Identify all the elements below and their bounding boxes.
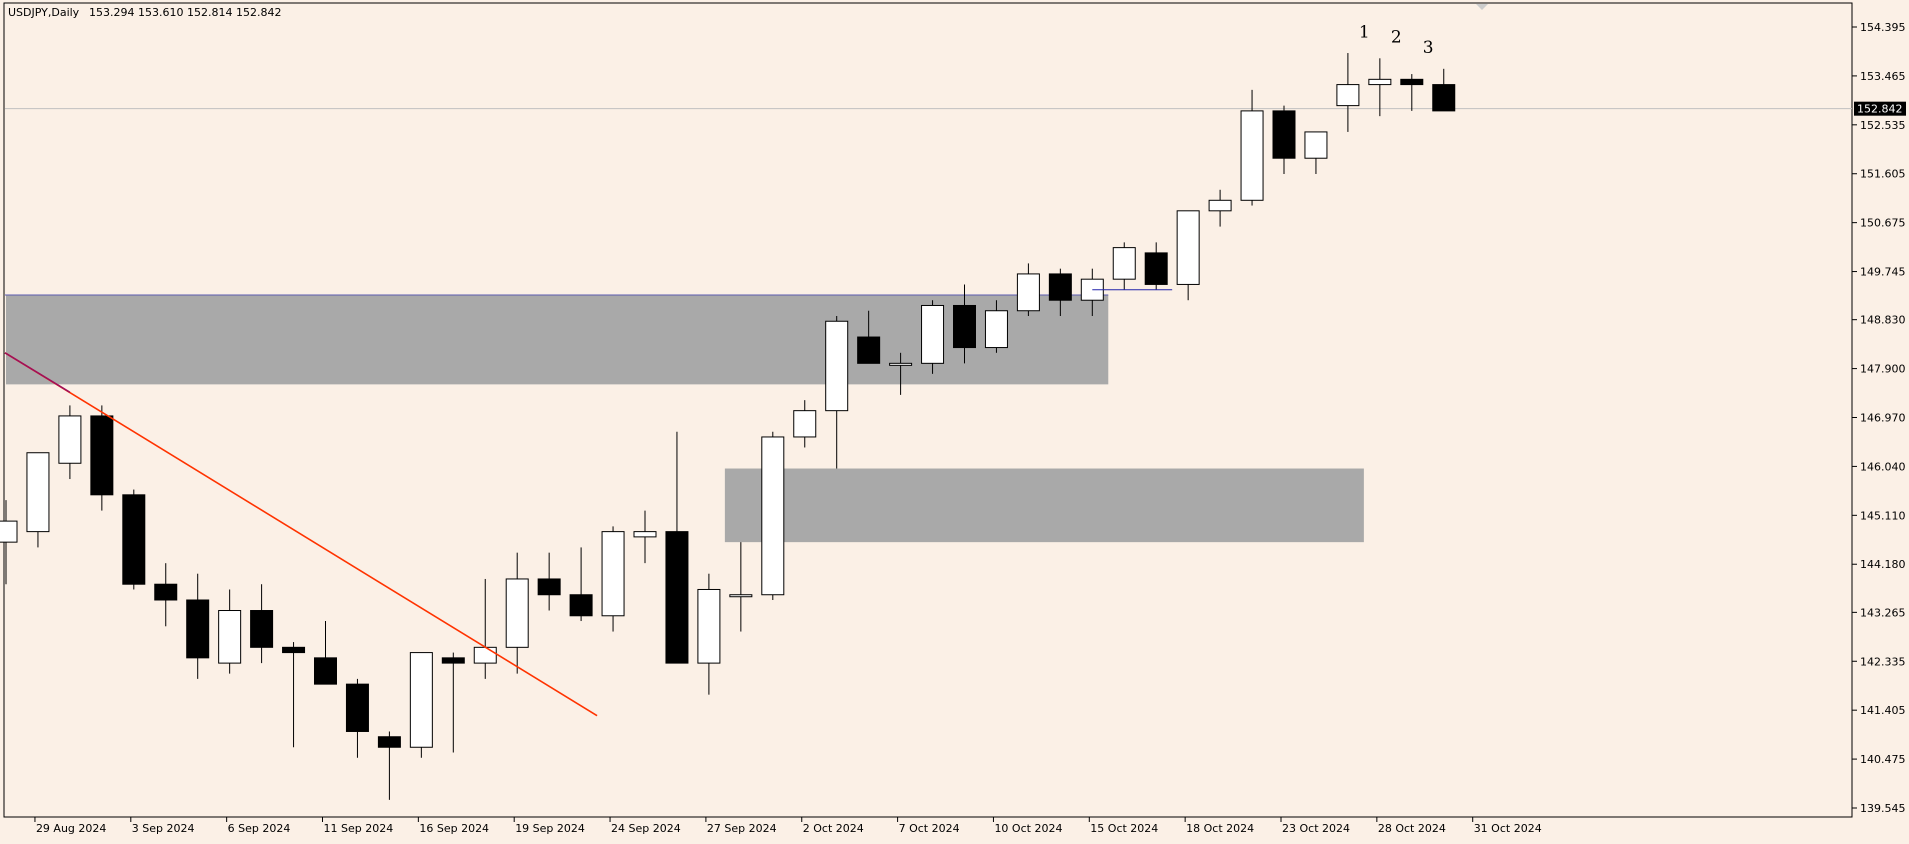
price-tick-label: 145.110 xyxy=(1860,509,1906,522)
price-tick-label: 143.265 xyxy=(1860,606,1906,619)
candle-body xyxy=(921,304,945,364)
price-axis: 154.395 153.465 152.535 151.605 150.675 149.7… xyxy=(5,21,1906,815)
candle-body xyxy=(1400,78,1424,86)
price-tick-label: 151.605 xyxy=(1860,168,1906,181)
price-tick-label: 150.675 xyxy=(1860,217,1906,230)
candle-body xyxy=(537,578,561,596)
candle-body xyxy=(1432,84,1456,112)
annotation-label: 1 xyxy=(1359,22,1370,42)
candle-body xyxy=(250,610,274,648)
date-tick-label: 16 Sep 2024 xyxy=(419,822,489,835)
date-tick-label: 23 Oct 2024 xyxy=(1282,822,1350,835)
candle-body xyxy=(409,652,433,748)
candle-body xyxy=(1336,84,1360,107)
candle-body xyxy=(825,320,849,412)
candle-body xyxy=(761,436,785,596)
candle-body xyxy=(1144,252,1168,285)
candle-body xyxy=(857,336,881,364)
candle-body xyxy=(218,610,242,664)
candle-body xyxy=(1048,273,1072,301)
date-tick-label: 29 Aug 2024 xyxy=(36,822,106,835)
date-tick-label: 19 Sep 2024 xyxy=(515,822,585,835)
annotation-label: 3 xyxy=(1423,38,1434,58)
price-tick-label: 139.545 xyxy=(1860,802,1906,815)
annotations: 1 2 3 xyxy=(1359,22,1434,58)
candle-body xyxy=(441,657,465,664)
candle-body xyxy=(186,599,210,659)
candle-body xyxy=(377,736,401,748)
chart-title: USDJPY,Daily xyxy=(8,6,80,19)
candle-body xyxy=(953,304,976,349)
date-tick-label: 18 Oct 2024 xyxy=(1186,822,1254,835)
price-tick-label: 153.465 xyxy=(1860,70,1906,83)
candle-body xyxy=(1272,110,1296,159)
candle-body xyxy=(154,583,178,601)
candle-body xyxy=(1176,210,1200,285)
date-tick-label: 28 Oct 2024 xyxy=(1378,822,1446,835)
candle-body xyxy=(1240,110,1264,201)
candle-body xyxy=(314,657,337,685)
candles xyxy=(0,53,1456,800)
candle-body xyxy=(473,646,497,664)
price-tick-label: 149.745 xyxy=(1860,266,1906,279)
date-tick-label: 6 Sep 2024 xyxy=(228,822,291,835)
date-tick-label: 31 Oct 2024 xyxy=(1474,822,1542,835)
scroll-marker-icon xyxy=(1476,4,1488,10)
price-tick-label: 144.180 xyxy=(1860,558,1906,571)
candle-body xyxy=(889,362,913,366)
candle-body xyxy=(601,531,625,617)
zone-1 xyxy=(724,468,1364,543)
candle-body xyxy=(697,588,721,664)
candle-body xyxy=(345,683,369,732)
candle-body xyxy=(729,594,753,598)
candle-body xyxy=(1112,247,1136,280)
date-tick-label: 7 Oct 2024 xyxy=(899,822,960,835)
candle-body xyxy=(282,646,306,654)
candle-body xyxy=(122,494,146,585)
date-tick-label: 11 Sep 2024 xyxy=(324,822,394,835)
date-tick-label: 10 Oct 2024 xyxy=(994,822,1062,835)
candle-body xyxy=(505,578,529,648)
candle-body xyxy=(0,520,18,543)
price-tick-label: 147.900 xyxy=(1860,363,1906,376)
date-axis: 29 Aug 2024 3 Sep 2024 6 Sep 2024 11 Sep 20… xyxy=(34,817,1542,835)
candle-body xyxy=(26,452,50,533)
price-tick-label: 152.535 xyxy=(1860,119,1906,132)
plot-area xyxy=(3,2,1853,818)
candle-body xyxy=(633,531,657,538)
candle-body xyxy=(90,415,114,496)
trendline-start xyxy=(4,352,71,393)
candle-body xyxy=(1016,273,1040,312)
price-tick-label: 146.040 xyxy=(1860,460,1906,473)
candle-body xyxy=(793,410,817,438)
candle-body xyxy=(665,531,689,664)
drawn-lines xyxy=(4,289,1173,717)
candle-body xyxy=(58,415,82,464)
candle-body xyxy=(569,594,593,617)
price-tick-label: 146.970 xyxy=(1860,412,1906,425)
date-tick-label: 24 Sep 2024 xyxy=(611,822,681,835)
ohlc-header: 153.294 153.610 152.814 152.842 xyxy=(89,6,281,19)
date-tick-label: 3 Sep 2024 xyxy=(132,822,195,835)
price-tick-label: 141.405 xyxy=(1860,704,1906,717)
candle-body xyxy=(1368,78,1392,86)
annotation-label: 2 xyxy=(1391,28,1402,48)
price-tick-label: 142.335 xyxy=(1860,655,1906,668)
trendline xyxy=(4,352,598,717)
candle-body xyxy=(1304,131,1328,159)
price-tick-label: 140.475 xyxy=(1860,753,1906,766)
price-tick-label: 148.830 xyxy=(1860,314,1906,327)
price-tick-label: 154.395 xyxy=(1860,21,1906,34)
candle-body xyxy=(984,310,1008,349)
candle-body xyxy=(1208,199,1232,212)
current-price-badge xyxy=(1854,101,1906,116)
date-tick-label: 15 Oct 2024 xyxy=(1090,822,1158,835)
date-tick-label: 2 Oct 2024 xyxy=(803,822,864,835)
current-price-label: 152.842 xyxy=(1857,103,1903,116)
date-tick-label: 27 Sep 2024 xyxy=(707,822,777,835)
